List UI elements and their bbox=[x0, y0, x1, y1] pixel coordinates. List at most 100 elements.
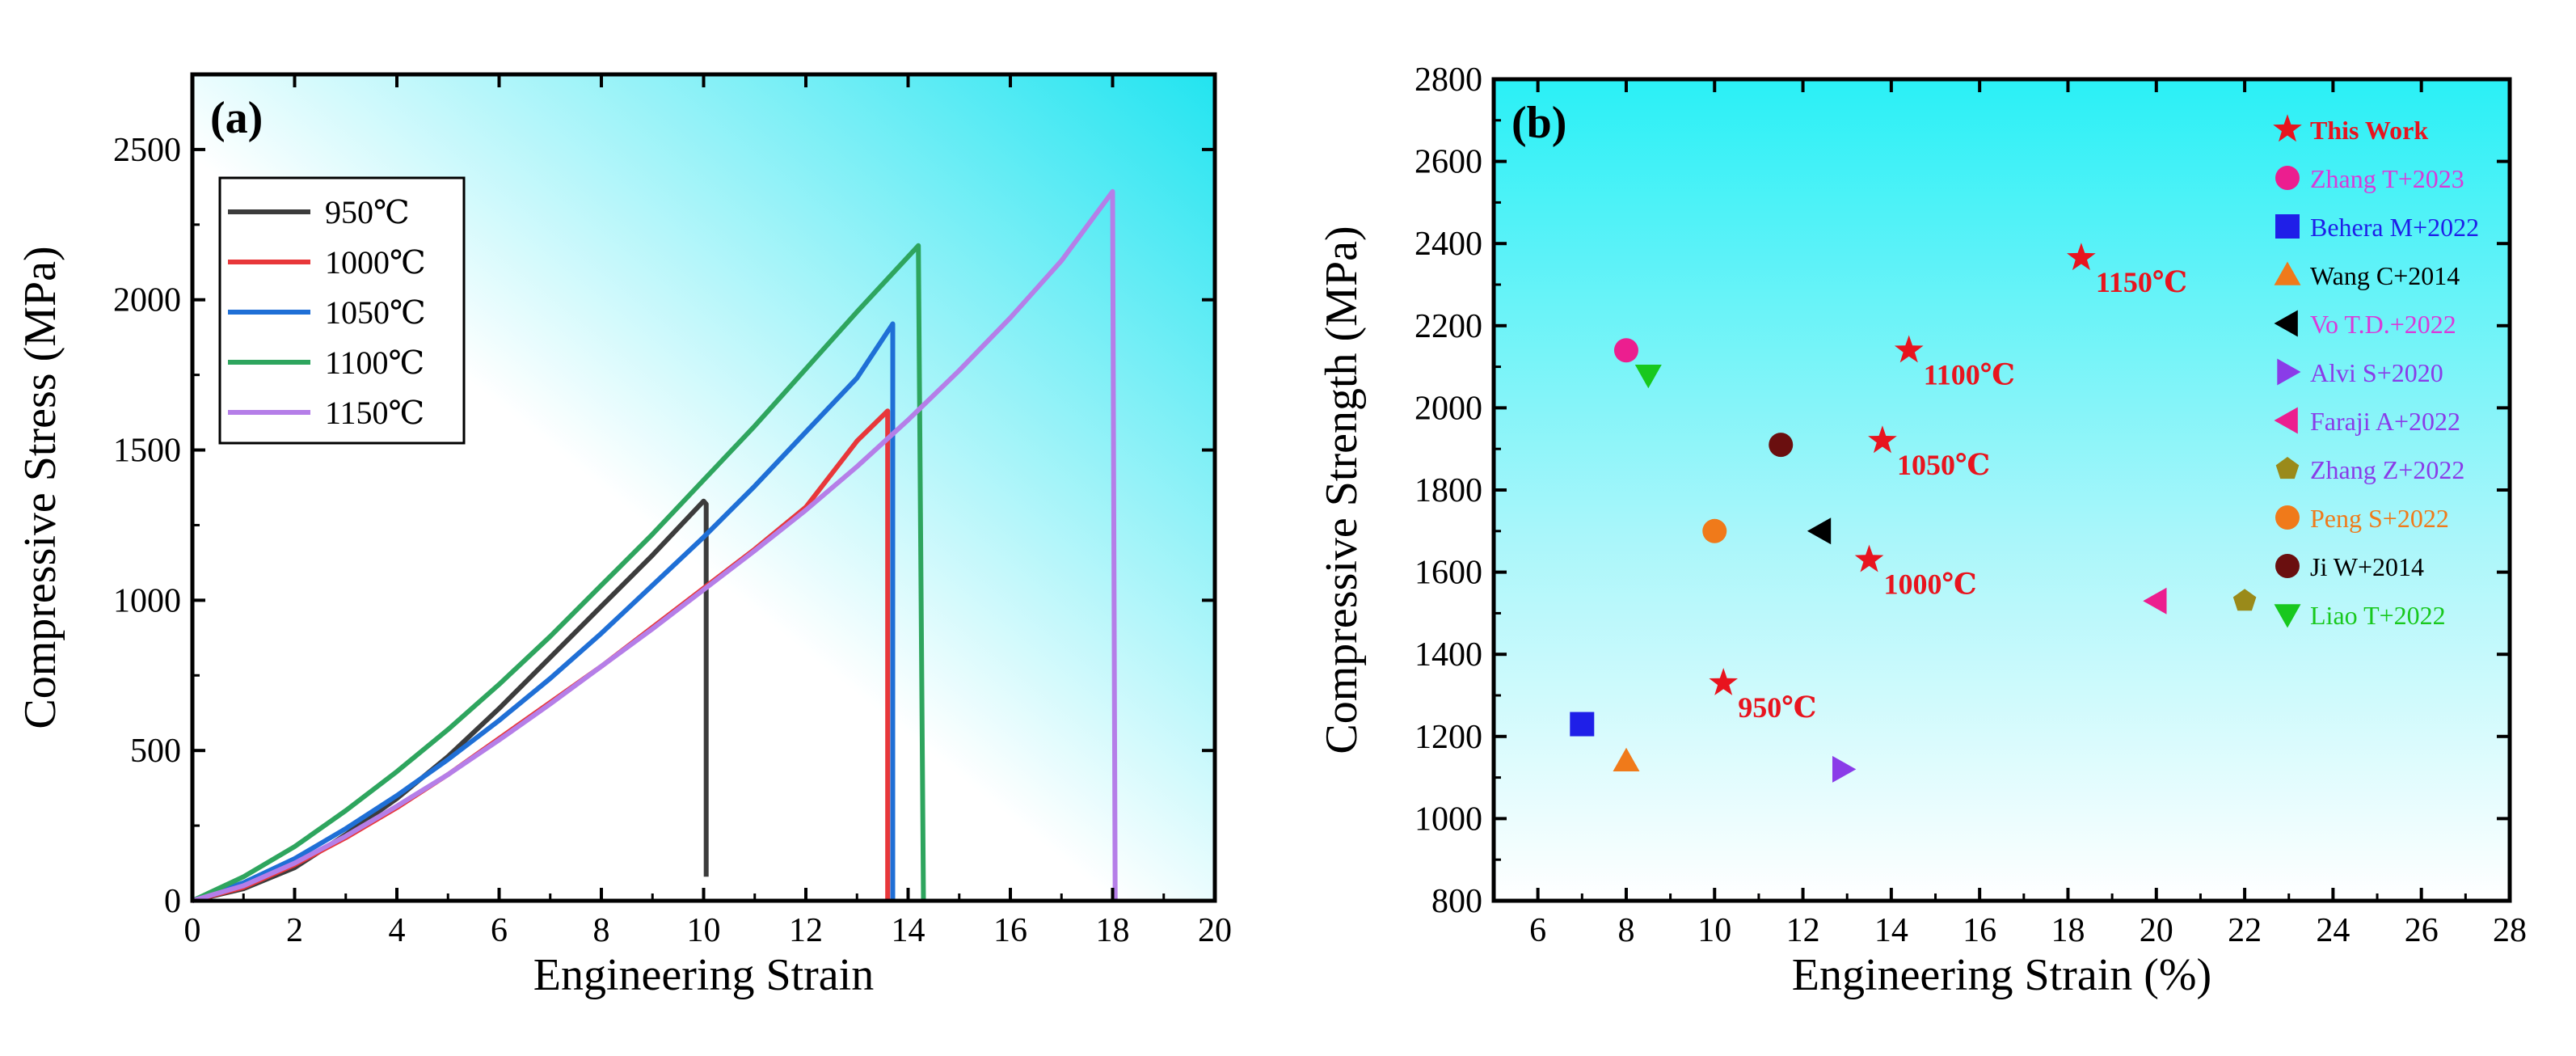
panel-label: (b) bbox=[1511, 98, 1566, 148]
x-tick-label: 0 bbox=[184, 912, 201, 949]
point-wang-c-2014 bbox=[1613, 747, 1640, 771]
y-tick-label: 500 bbox=[130, 733, 181, 770]
y-tick-label: 2500 bbox=[113, 132, 181, 169]
y-axis-title: Compressive Stress (MPa) bbox=[15, 246, 65, 729]
chart-a: 0 2 4 6 8 10 12 14 16 18 20 0 500 1000 1500 2000 2500 Eng… bbox=[15, 72, 1232, 1000]
y-tick-label: 1000 bbox=[1414, 800, 1482, 838]
legend-label-behera-m-2022: Behera M+2022 bbox=[2310, 213, 2479, 242]
legend-b: This Work Zhang T+2023 Behera M+2022 Wang C… bbox=[2273, 114, 2479, 630]
x-tick-label: 4 bbox=[389, 912, 406, 949]
plot-background bbox=[1494, 79, 2510, 901]
legend-marker-peng-s-2022 bbox=[2275, 505, 2300, 530]
y-tick-label: 2200 bbox=[1414, 308, 1482, 345]
legend-label-zhang-t-2023: Zhang T+2023 bbox=[2310, 164, 2464, 193]
legend-marker-wang-c-2014 bbox=[2274, 261, 2301, 285]
x-tick-label: 20 bbox=[2140, 912, 2173, 949]
x-tick-label: 12 bbox=[789, 912, 823, 949]
series-line-1100 bbox=[191, 243, 926, 903]
legend-marker-liao-t-2022 bbox=[2274, 604, 2301, 628]
legend-label-wang-c-2014: Wang C+2014 bbox=[2310, 261, 2460, 290]
point-label-1050: 1050℃ bbox=[1897, 449, 1990, 481]
x-tick-label: 16 bbox=[1963, 912, 1996, 949]
legend-marker-this-work bbox=[2273, 114, 2302, 142]
legend-marker-behera-m-2022 bbox=[2275, 214, 2300, 239]
legend-marker-zhang-z-2022 bbox=[2275, 457, 2300, 479]
point-zhang-t-2023 bbox=[1613, 338, 1638, 363]
point-label-1150: 1150℃ bbox=[2096, 266, 2187, 298]
series-line-950 bbox=[192, 498, 709, 903]
y-tick-label: 1500 bbox=[113, 433, 181, 470]
x-tick-label: 18 bbox=[1096, 912, 1130, 949]
point-label-1000: 1000℃ bbox=[1884, 568, 1977, 600]
x-tick-label: 8 bbox=[593, 912, 610, 949]
x-tick-label: 14 bbox=[1874, 912, 1908, 949]
point-alvi-s-2020 bbox=[1832, 755, 1857, 783]
y-tick-label: 2800 bbox=[1414, 61, 1482, 99]
series-line-1150 bbox=[192, 188, 1118, 903]
x-tick-label: 8 bbox=[1617, 912, 1634, 949]
y-tick-label: 1200 bbox=[1414, 719, 1482, 756]
legend-label-950: 950℃ bbox=[325, 194, 410, 230]
plot-frame bbox=[190, 72, 1217, 903]
point-this-work bbox=[1854, 544, 1884, 572]
y-tick-label: 2000 bbox=[1414, 390, 1482, 427]
point-this-work bbox=[1894, 335, 1924, 363]
legend-a: 950℃ 1000℃ 1050℃ 1100℃ 1150℃ bbox=[218, 176, 466, 445]
x-axis-title: Engineering Strain bbox=[533, 950, 874, 1000]
point-faraji-a-2022 bbox=[2143, 587, 2167, 615]
x-tick-label: 2 bbox=[286, 912, 303, 949]
legend-marker-zhang-t-2023 bbox=[2275, 166, 2300, 190]
x-tick-label: 22 bbox=[2228, 912, 2262, 949]
legend-label-ji-w-2014: Ji W+2014 bbox=[2310, 552, 2424, 581]
legend-label-faraji-a-2022: Faraji A+2022 bbox=[2310, 407, 2460, 436]
y-tick-label: 1600 bbox=[1414, 555, 1482, 592]
x-tick-label: 14 bbox=[892, 912, 925, 949]
point-this-work bbox=[1709, 668, 1738, 695]
x-tick-label: 26 bbox=[2405, 912, 2439, 949]
point-peng-s-2022 bbox=[1702, 518, 1727, 543]
x-tick-label: 20 bbox=[1198, 912, 1232, 949]
series-line-1050 bbox=[192, 321, 896, 903]
x-tick-label: 18 bbox=[2051, 912, 2085, 949]
point-label-950: 950℃ bbox=[1738, 691, 1816, 724]
x-tick-label: 24 bbox=[2316, 912, 2350, 949]
y-axis-title: Compressive Strength (MPa) bbox=[1317, 226, 1367, 754]
legend-label-1150: 1150℃ bbox=[325, 395, 424, 431]
panel-label: (a) bbox=[210, 93, 263, 143]
legend-label-1050: 1050℃ bbox=[325, 294, 426, 331]
legend-label-1100: 1100℃ bbox=[325, 344, 424, 381]
x-tick-label: 10 bbox=[687, 912, 721, 949]
y-tick-label: 800 bbox=[1431, 883, 1482, 920]
point-liao-t-2022 bbox=[1634, 365, 1662, 389]
legend-label-this-work: This Work bbox=[2310, 116, 2428, 145]
legend-label-peng-s-2022: Peng S+2022 bbox=[2310, 504, 2449, 533]
y-tick-label: 1000 bbox=[113, 582, 181, 619]
chart-b: 950℃ 1000℃ 1050℃ 1100℃ 1150℃ 6 8 10 12 14 16 18 20 22… bbox=[1317, 61, 2527, 1000]
x-tick-label: 10 bbox=[1697, 912, 1731, 949]
legend-label-zhang-z-2022: Zhang Z+2022 bbox=[2310, 455, 2464, 484]
y-tick-label: 2600 bbox=[1414, 144, 1482, 181]
y-tick-label: 2400 bbox=[1414, 226, 1482, 263]
x-axis-title: Engineering Strain (%) bbox=[1792, 950, 2211, 1000]
point-label-1100: 1100℃ bbox=[1924, 358, 2015, 391]
x-tick-label: 6 bbox=[1529, 912, 1546, 949]
y-tick-label: 1800 bbox=[1414, 472, 1482, 509]
point-vo-t-d-2022 bbox=[1807, 517, 1832, 545]
point-ji-w-2014 bbox=[1769, 433, 1794, 458]
legend-marker-alvi-s-2020 bbox=[2277, 358, 2301, 386]
legend-label-1000: 1000℃ bbox=[325, 244, 426, 281]
y-tick-label: 1400 bbox=[1414, 636, 1482, 674]
legend-label-alvi-s-2020: Alvi S+2020 bbox=[2310, 358, 2443, 387]
x-tick-label: 6 bbox=[491, 912, 508, 949]
legend-marker-ji-w-2014 bbox=[2275, 554, 2300, 578]
point-zhang-z-2022 bbox=[2232, 589, 2257, 611]
x-tick-label: 16 bbox=[993, 912, 1027, 949]
plot-frame bbox=[1491, 77, 2512, 903]
legend-label-vo-t-d-2022: Vo T.D.+2022 bbox=[2310, 310, 2456, 339]
point-this-work bbox=[2067, 243, 2096, 271]
y-tick-label: 0 bbox=[164, 883, 181, 920]
point-this-work bbox=[1868, 425, 1897, 454]
x-tick-label: 12 bbox=[1786, 912, 1820, 949]
